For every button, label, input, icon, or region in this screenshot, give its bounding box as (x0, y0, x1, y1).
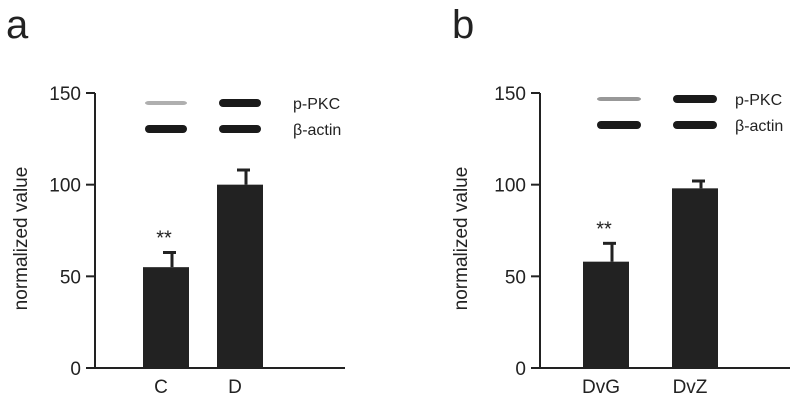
bar-D (217, 184, 263, 368)
panel-letter: b (452, 3, 474, 47)
blot-label: β-actin (735, 118, 783, 135)
y-tick-label: 0 (70, 359, 81, 380)
x-tick-label: C (154, 377, 168, 398)
y-tick-label: 50 (505, 267, 526, 288)
blot-band (219, 99, 261, 107)
bar-DvG (583, 261, 629, 368)
blot-band (145, 101, 187, 105)
x-tick-label: DvG (582, 377, 620, 398)
blot-band (145, 125, 187, 133)
blot-band (673, 121, 717, 129)
y-axis-title: normalized value (11, 167, 32, 311)
blot-label: β-actin (293, 122, 341, 139)
blot-band (219, 125, 261, 133)
significance-marker: ** (596, 218, 612, 240)
blot-band (673, 95, 717, 103)
y-tick-label: 100 (494, 176, 526, 197)
significance-marker: ** (156, 228, 172, 250)
blot-band (597, 121, 641, 129)
chart-panel-b: b 0 50 100 150 normalized value DvG ** DvZ p-PKC β… (451, 3, 790, 398)
bar-C (143, 267, 189, 368)
panel-letter: a (6, 3, 29, 47)
y-tick-label: 0 (515, 359, 526, 380)
blot-label: p-PKC (293, 96, 340, 113)
x-tick-label: D (228, 377, 242, 398)
y-tick-label: 50 (60, 267, 81, 288)
chart-panel-a: a 0 50 100 150 normalized value C ** Dp-PKC β-act… (6, 3, 345, 398)
y-tick-label: 150 (49, 84, 81, 105)
bar-DvZ (672, 188, 718, 368)
blot-label: p-PKC (735, 92, 782, 109)
y-axis-title: normalized value (451, 167, 472, 311)
y-tick-label: 100 (49, 176, 81, 197)
blot-band (597, 97, 641, 101)
x-tick-label: DvZ (673, 377, 708, 398)
y-tick-label: 150 (494, 84, 526, 105)
